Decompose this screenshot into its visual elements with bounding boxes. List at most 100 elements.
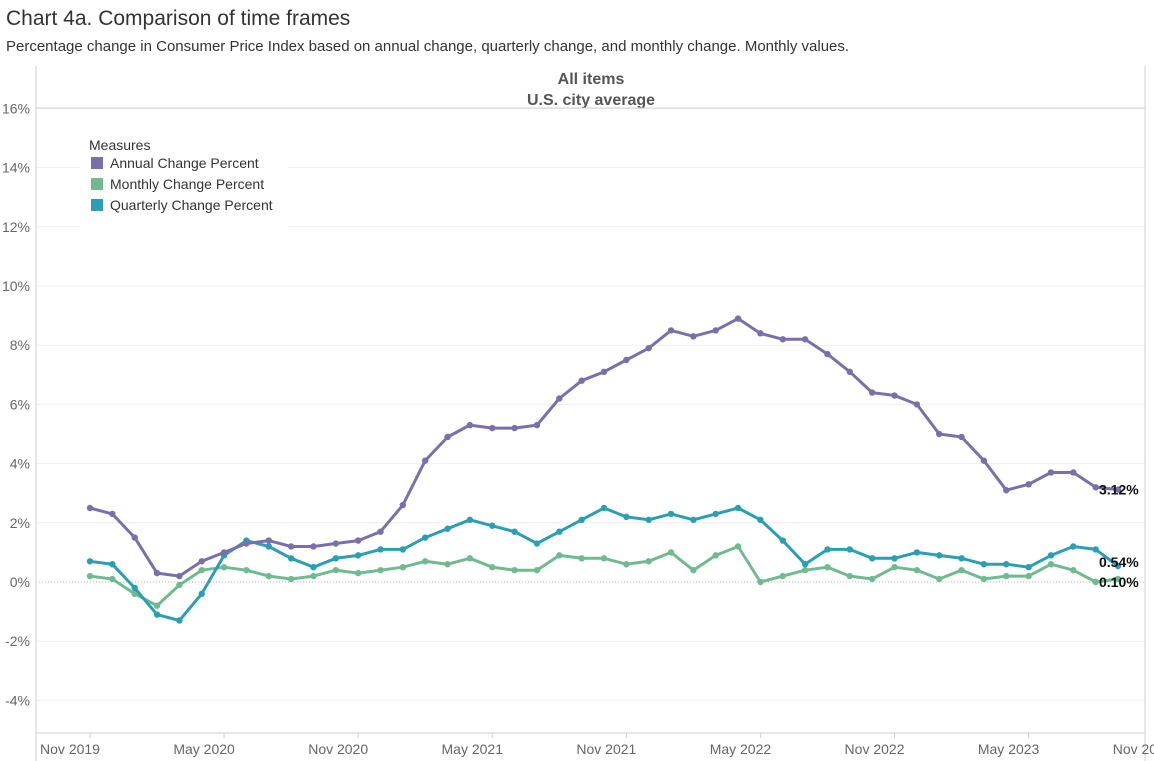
data-point [824, 546, 831, 553]
data-point [1070, 566, 1077, 574]
data-point [444, 561, 451, 568]
y-tick-label: 12% [2, 219, 30, 235]
plot-frame [35, 66, 1146, 761]
y-tick-label: 16% [2, 100, 30, 116]
x-tick-label: May 2021 [442, 741, 504, 757]
y-tick-label: -2% [5, 633, 30, 649]
data-point [868, 389, 876, 396]
data-point [578, 516, 585, 524]
end-label: 0.10% [1099, 574, 1139, 590]
data-point [690, 516, 697, 524]
data-point [1070, 543, 1077, 550]
x-tick-label: May 2023 [978, 741, 1040, 757]
data-point [958, 566, 965, 574]
end-labels: 3.12% 0.10% 0.54% [1099, 482, 1139, 590]
data-point [578, 555, 585, 562]
data-point [1114, 575, 1122, 583]
data-point [265, 543, 272, 550]
data-point [489, 564, 496, 571]
data-point [667, 327, 675, 334]
data-point [1003, 487, 1010, 494]
data-point [779, 336, 786, 343]
data-point [377, 528, 384, 535]
data-point [712, 510, 719, 518]
data-point [198, 558, 205, 565]
data-point [980, 561, 988, 568]
data-point [1003, 572, 1010, 580]
data-point [86, 558, 94, 565]
header-line: U.S. city average [527, 92, 655, 109]
data-point [757, 578, 764, 586]
data-point [801, 566, 809, 574]
data-point [265, 572, 272, 580]
data-point [489, 522, 496, 529]
data-point [779, 572, 786, 580]
data-point [176, 581, 183, 589]
data-point [712, 327, 719, 334]
data-point [667, 510, 675, 518]
data-point [511, 424, 518, 432]
data-point [913, 549, 921, 556]
data-point [310, 543, 317, 550]
data-point [153, 611, 161, 618]
data-point [846, 546, 854, 553]
end-label: 3.12% [1099, 482, 1139, 498]
data-point [936, 575, 943, 583]
data-point [287, 555, 295, 562]
data-point [891, 555, 898, 562]
data-point [734, 504, 742, 512]
legend-item[interactable]: Quarterly Change Percent [91, 197, 273, 213]
data-point [913, 566, 921, 574]
y-tick-label: 8% [10, 337, 30, 353]
data-point [466, 555, 474, 562]
data-point [556, 552, 563, 559]
data-point [623, 561, 630, 568]
data-point [466, 421, 474, 429]
legend-label: Monthly Change Percent [110, 176, 264, 192]
data-point [533, 540, 541, 547]
data-point [533, 421, 541, 429]
series-line [88, 317, 1120, 578]
data-point [220, 549, 228, 556]
data-point [511, 528, 518, 535]
data-point [377, 546, 384, 553]
data-point [757, 516, 764, 524]
legend[interactable]: Measures Annual Change Percent Monthly Cha… [80, 132, 288, 228]
legend-title: Measures [89, 137, 150, 153]
data-point [846, 368, 854, 376]
x-tick-label: Nov 2022 [845, 741, 905, 757]
data-point [868, 555, 876, 562]
x-tick-label: May 2020 [173, 741, 235, 757]
data-point [1025, 481, 1032, 488]
data-point [824, 350, 831, 358]
data-point [712, 552, 719, 559]
data-point [332, 555, 340, 562]
data-point [131, 584, 138, 592]
pane-header: All items U.S. city average [36, 71, 1145, 109]
series-quarterly-change-percent [86, 504, 1122, 624]
data-point [287, 575, 295, 583]
data-point [444, 525, 451, 532]
data-point [891, 392, 898, 399]
y-tick-label: 4% [10, 456, 30, 472]
y-axis: -4% -2% 0% 2% 4% 6% 8% 10% 12% 14% 16% [2, 100, 30, 708]
data-point [86, 572, 94, 580]
data-point [310, 572, 317, 580]
legend-item[interactable]: Annual Change Percent [91, 155, 259, 171]
y-tick-label: 6% [10, 396, 30, 412]
x-tick-label: Nov 2021 [576, 741, 636, 757]
data-point [109, 575, 116, 583]
legend-item[interactable]: Monthly Change Percent [91, 176, 264, 192]
data-point [690, 566, 697, 574]
data-point [332, 540, 340, 547]
data-point [1003, 561, 1010, 568]
data-point [198, 566, 205, 574]
data-point [153, 602, 161, 609]
data-point [243, 566, 250, 574]
data-point [556, 395, 563, 402]
y-tick-label: 2% [10, 515, 30, 531]
data-point [109, 561, 116, 568]
data-point [1092, 578, 1099, 586]
data-point [1092, 484, 1099, 491]
data-point [176, 617, 183, 624]
